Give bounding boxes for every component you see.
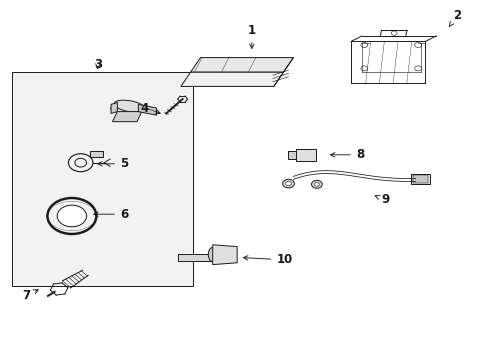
Circle shape [414,66,421,71]
Circle shape [311,180,322,188]
Circle shape [314,183,319,186]
Circle shape [360,42,367,48]
Text: 4: 4 [141,102,160,114]
Text: 1: 1 [247,24,255,48]
Bar [232,78,242,83]
Circle shape [390,31,396,35]
Polygon shape [111,103,117,113]
Text: 7: 7 [22,289,38,302]
Bar [410,174,429,184]
Text: 9: 9 [374,193,389,206]
Text: 2: 2 [448,9,460,27]
Bar [12,72,193,286]
Bar [254,78,264,83]
Bar [295,149,316,161]
Circle shape [282,179,294,188]
Bar [287,151,295,159]
Bar [178,254,215,261]
Bar [184,76,199,84]
Ellipse shape [208,247,217,262]
Bar [252,76,266,84]
Circle shape [182,83,187,86]
Circle shape [360,66,367,71]
Polygon shape [112,112,142,122]
Circle shape [217,247,223,252]
Bar [209,78,219,83]
Text: 8: 8 [330,148,364,161]
Circle shape [414,42,421,48]
Bar [207,76,222,84]
Circle shape [57,205,86,227]
Ellipse shape [114,100,145,112]
Polygon shape [138,104,156,115]
Text: 3: 3 [94,58,102,71]
Circle shape [285,181,291,186]
Circle shape [217,259,223,263]
Text: 10: 10 [243,253,292,266]
Circle shape [110,106,117,111]
Bar [412,175,427,183]
Bar [90,151,102,157]
Text: 5: 5 [98,157,128,170]
Polygon shape [212,245,237,265]
Bar [229,76,244,84]
Text: 6: 6 [94,208,128,221]
Bar [187,78,197,83]
Polygon shape [181,72,283,86]
Polygon shape [190,58,293,72]
